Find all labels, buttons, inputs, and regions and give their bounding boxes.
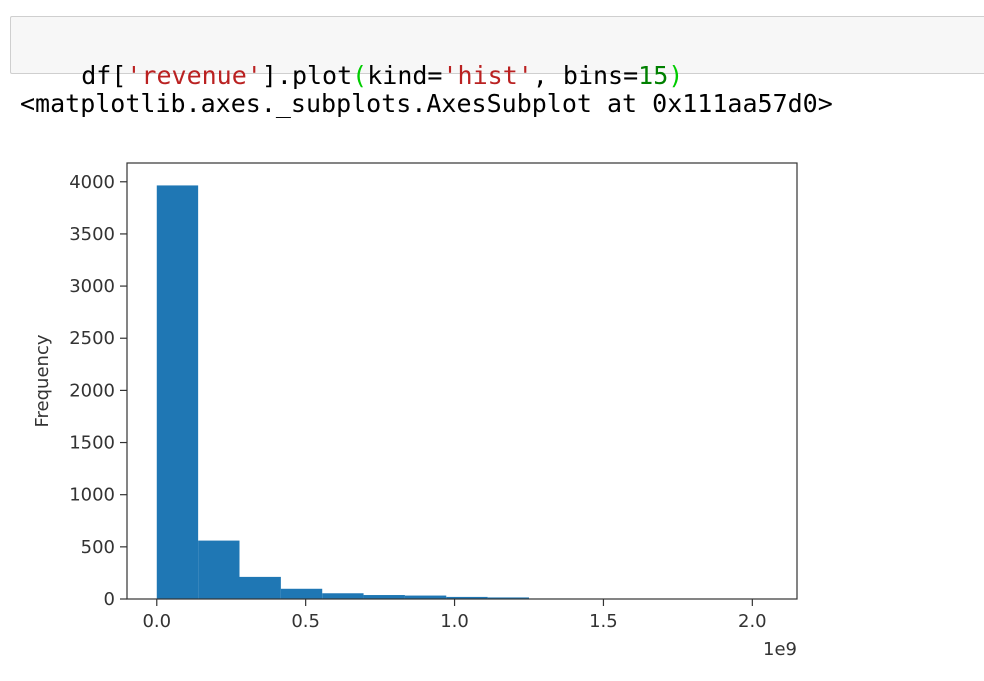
y-tick-label: 3000 [69, 276, 115, 297]
y-tick-label: 500 [81, 537, 115, 558]
x-tick-label: 1.5 [589, 611, 618, 632]
y-axis-ticks: 0 500 1000 1500 2000 2500 3000 3500 4000 [69, 172, 127, 610]
x-axis-offset-text: 1e9 [763, 639, 797, 660]
y-tick-label: 1000 [69, 485, 115, 506]
y-tick-label: 4000 [69, 172, 115, 193]
histogram-bar [157, 185, 198, 599]
code-token-string: 'hist' [442, 61, 532, 90]
code-token-number: 15 [638, 61, 668, 90]
y-tick-label: 0 [104, 589, 115, 610]
code-token-bracket: ) [668, 61, 683, 90]
histogram-bars [157, 185, 777, 599]
x-tick-label: 1.0 [440, 611, 469, 632]
code-token: ].plot [262, 61, 352, 90]
y-tick-label: 2500 [69, 328, 115, 349]
output-repr-text: <matplotlib.axes._subplots.AxesSubplot a… [20, 88, 833, 120]
code-token-bracket: ( [352, 61, 367, 90]
axes-frame [127, 163, 797, 599]
x-tick-label: 0.5 [291, 611, 320, 632]
histogram-bar [198, 541, 239, 599]
histogram-bar [240, 577, 281, 599]
code-token-string: 'revenue' [126, 61, 261, 90]
y-tick-label: 1500 [69, 433, 115, 454]
histogram-bar [322, 593, 363, 599]
code-token: kind= [367, 61, 442, 90]
histogram-figure: 0.0 0.5 1.0 1.5 2.0 0 500 1000 1500 2000 2500 3000… [0, 140, 984, 676]
code-token: df[ [81, 61, 126, 90]
x-tick-label: 2.0 [738, 611, 767, 632]
y-tick-label: 3500 [69, 224, 115, 245]
histogram-chart: 0.0 0.5 1.0 1.5 2.0 0 500 1000 1500 2000 2500 3000… [0, 140, 984, 676]
y-axis-label: Frequency [32, 334, 53, 427]
x-axis-ticks: 0.0 0.5 1.0 1.5 2.0 [142, 599, 766, 632]
x-tick-label: 0.0 [142, 611, 171, 632]
code-token: , bins= [533, 61, 638, 90]
y-tick-label: 2000 [69, 380, 115, 401]
histogram-bar [281, 589, 322, 599]
code-input-cell[interactable]: df['revenue'].plot(kind='hist', bins=15) [10, 16, 984, 74]
